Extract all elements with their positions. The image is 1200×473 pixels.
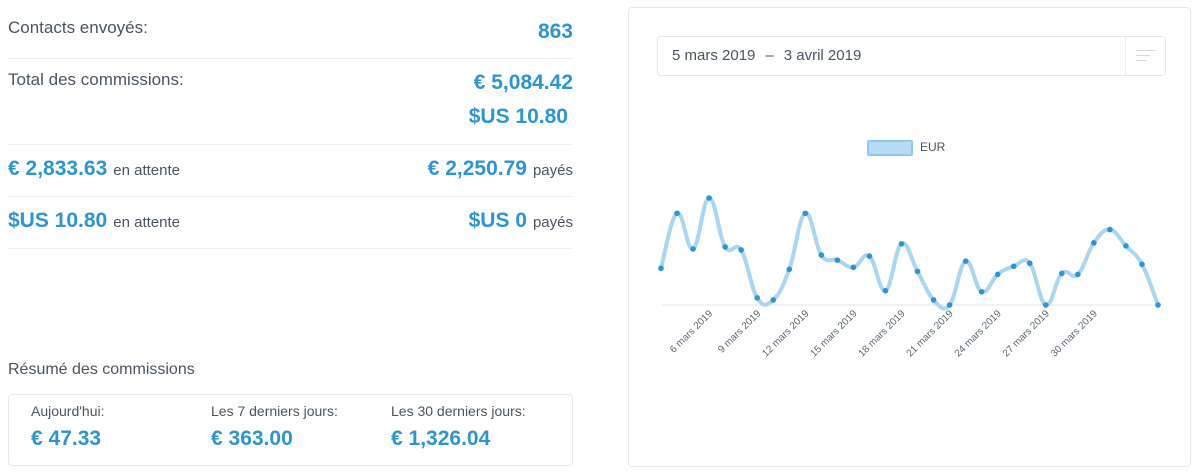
eur-paid-label: payés [532,162,573,179]
data-point[interactable] [1107,226,1113,233]
legend-label-eur[interactable]: EUR [920,140,946,154]
x-tick-label: 30 mars 2019 [1049,308,1100,359]
usd-paid: $US 0 payés [469,209,573,233]
eur-paid-amount: € 2,250.79 [427,157,527,180]
summary-30-days-value: € 1,326.04 [391,427,491,450]
data-point[interactable] [1123,243,1129,249]
x-tick-label: 27 mars 2019 [1001,308,1052,359]
data-point[interactable] [754,295,760,301]
summary-today-value: € 47.33 [31,427,102,450]
contacts-label: Contacts envoyés: [8,18,148,37]
commission-stats-panel: Contacts envoyés: 863 Total des commissi… [0,0,575,473]
date-range-text[interactable]: 5 mars 2019–3 avril 2019 [672,47,861,64]
data-point[interactable] [1026,260,1033,267]
data-point[interactable] [882,287,889,294]
x-tick-label: 12 mars 2019 [760,308,811,359]
data-point[interactable] [818,252,825,258]
total-commissions-label: Total des commissions: [8,70,184,89]
data-point[interactable] [1075,271,1081,278]
data-point[interactable] [690,246,696,252]
date-range-start: 5 mars 2019 [672,47,756,64]
date-range-separator: – [765,47,774,64]
contacts-row: Contacts envoyés: 863 [8,0,573,59]
summary-30-days-label: Les 30 derniers jours: [391,403,526,419]
usd-status-row: $US 10.80 en attente $US 0 payés [8,197,573,249]
date-range-end: 3 avril 2019 [783,47,862,64]
summary-today: Aujourd'hui: € 47.33 [31,403,105,451]
x-tick-label: 15 mars 2019 [808,308,859,359]
contacts-value: 863 [537,20,573,43]
data-point[interactable] [706,195,712,201]
data-point[interactable] [770,297,777,303]
data-point[interactable] [898,241,905,247]
summary-7-days-label: Les 7 derniers jours: [211,403,338,419]
total-commissions-row: Total des commissions: € 5,084.42 $US 10… [8,59,573,145]
data-point[interactable] [1059,270,1065,277]
data-point[interactable] [994,271,1001,278]
data-point[interactable] [834,257,841,263]
data-point[interactable] [866,253,873,259]
data-point[interactable] [786,266,793,273]
eur-status-row: € 2,833.63 en attente € 2,250.79 payés [8,145,573,197]
data-point[interactable] [962,258,969,264]
data-point[interactable] [1010,263,1017,270]
total-usd-value: $US 10.80 [468,105,568,128]
data-point[interactable] [1139,261,1145,268]
usd-pending-label: en attente [113,214,180,231]
eur-paid: € 2,250.79 payés [428,157,573,181]
data-point[interactable] [658,265,664,272]
data-point[interactable] [914,268,921,275]
data-point[interactable] [850,264,857,271]
data-point[interactable] [978,288,985,295]
chart-card: 5 mars 2019–3 avril 2019 EUR 6 mars 2019… [628,7,1191,467]
x-tick-label: 6 mars 2019 [668,308,715,355]
usd-pending-amount: $US 10.80 [8,209,108,232]
data-point[interactable] [1155,302,1161,308]
usd-paid-label: payés [532,214,573,231]
data-point[interactable] [738,247,744,253]
data-point[interactable] [1042,302,1049,308]
summary-box: Aujourd'hui: € 47.33 Les 7 derniers jour… [8,394,573,466]
date-range-picker[interactable]: 5 mars 2019–3 avril 2019 [657,36,1166,76]
eur-pending: € 2,833.63 en attente [8,157,180,181]
series-line-eur [659,195,1160,311]
data-point[interactable] [1091,240,1097,246]
summary-7-days: Les 7 derniers jours: € 363.00 [211,403,338,451]
data-point[interactable] [930,297,937,303]
total-eur-value: € 5,084.42 [473,71,573,94]
eur-pending-label: en attente [113,162,180,179]
data-point[interactable] [722,244,728,250]
data-point[interactable] [802,210,809,217]
x-tick-label: 24 mars 2019 [953,308,1004,359]
x-tick-label: 18 mars 2019 [857,308,908,359]
x-tick-label: 9 mars 2019 [716,308,763,355]
summary-30-days: Les 30 derniers jours: € 1,326.04 [391,403,526,451]
data-point[interactable] [946,302,953,308]
summary-title: Résumé des commissions [8,361,195,378]
eur-pending-amount: € 2,833.63 [8,157,108,180]
legend-swatch-eur[interactable] [867,140,913,156]
usd-pending: $US 10.80 en attente [8,209,180,233]
filter-icon[interactable] [1125,37,1165,75]
summary-today-label: Aujourd'hui: [31,403,105,419]
usd-paid-amount: $US 0 [468,209,527,232]
summary-7-days-value: € 363.00 [211,427,293,450]
x-tick-label: 21 mars 2019 [905,308,956,359]
data-point[interactable] [674,210,680,217]
